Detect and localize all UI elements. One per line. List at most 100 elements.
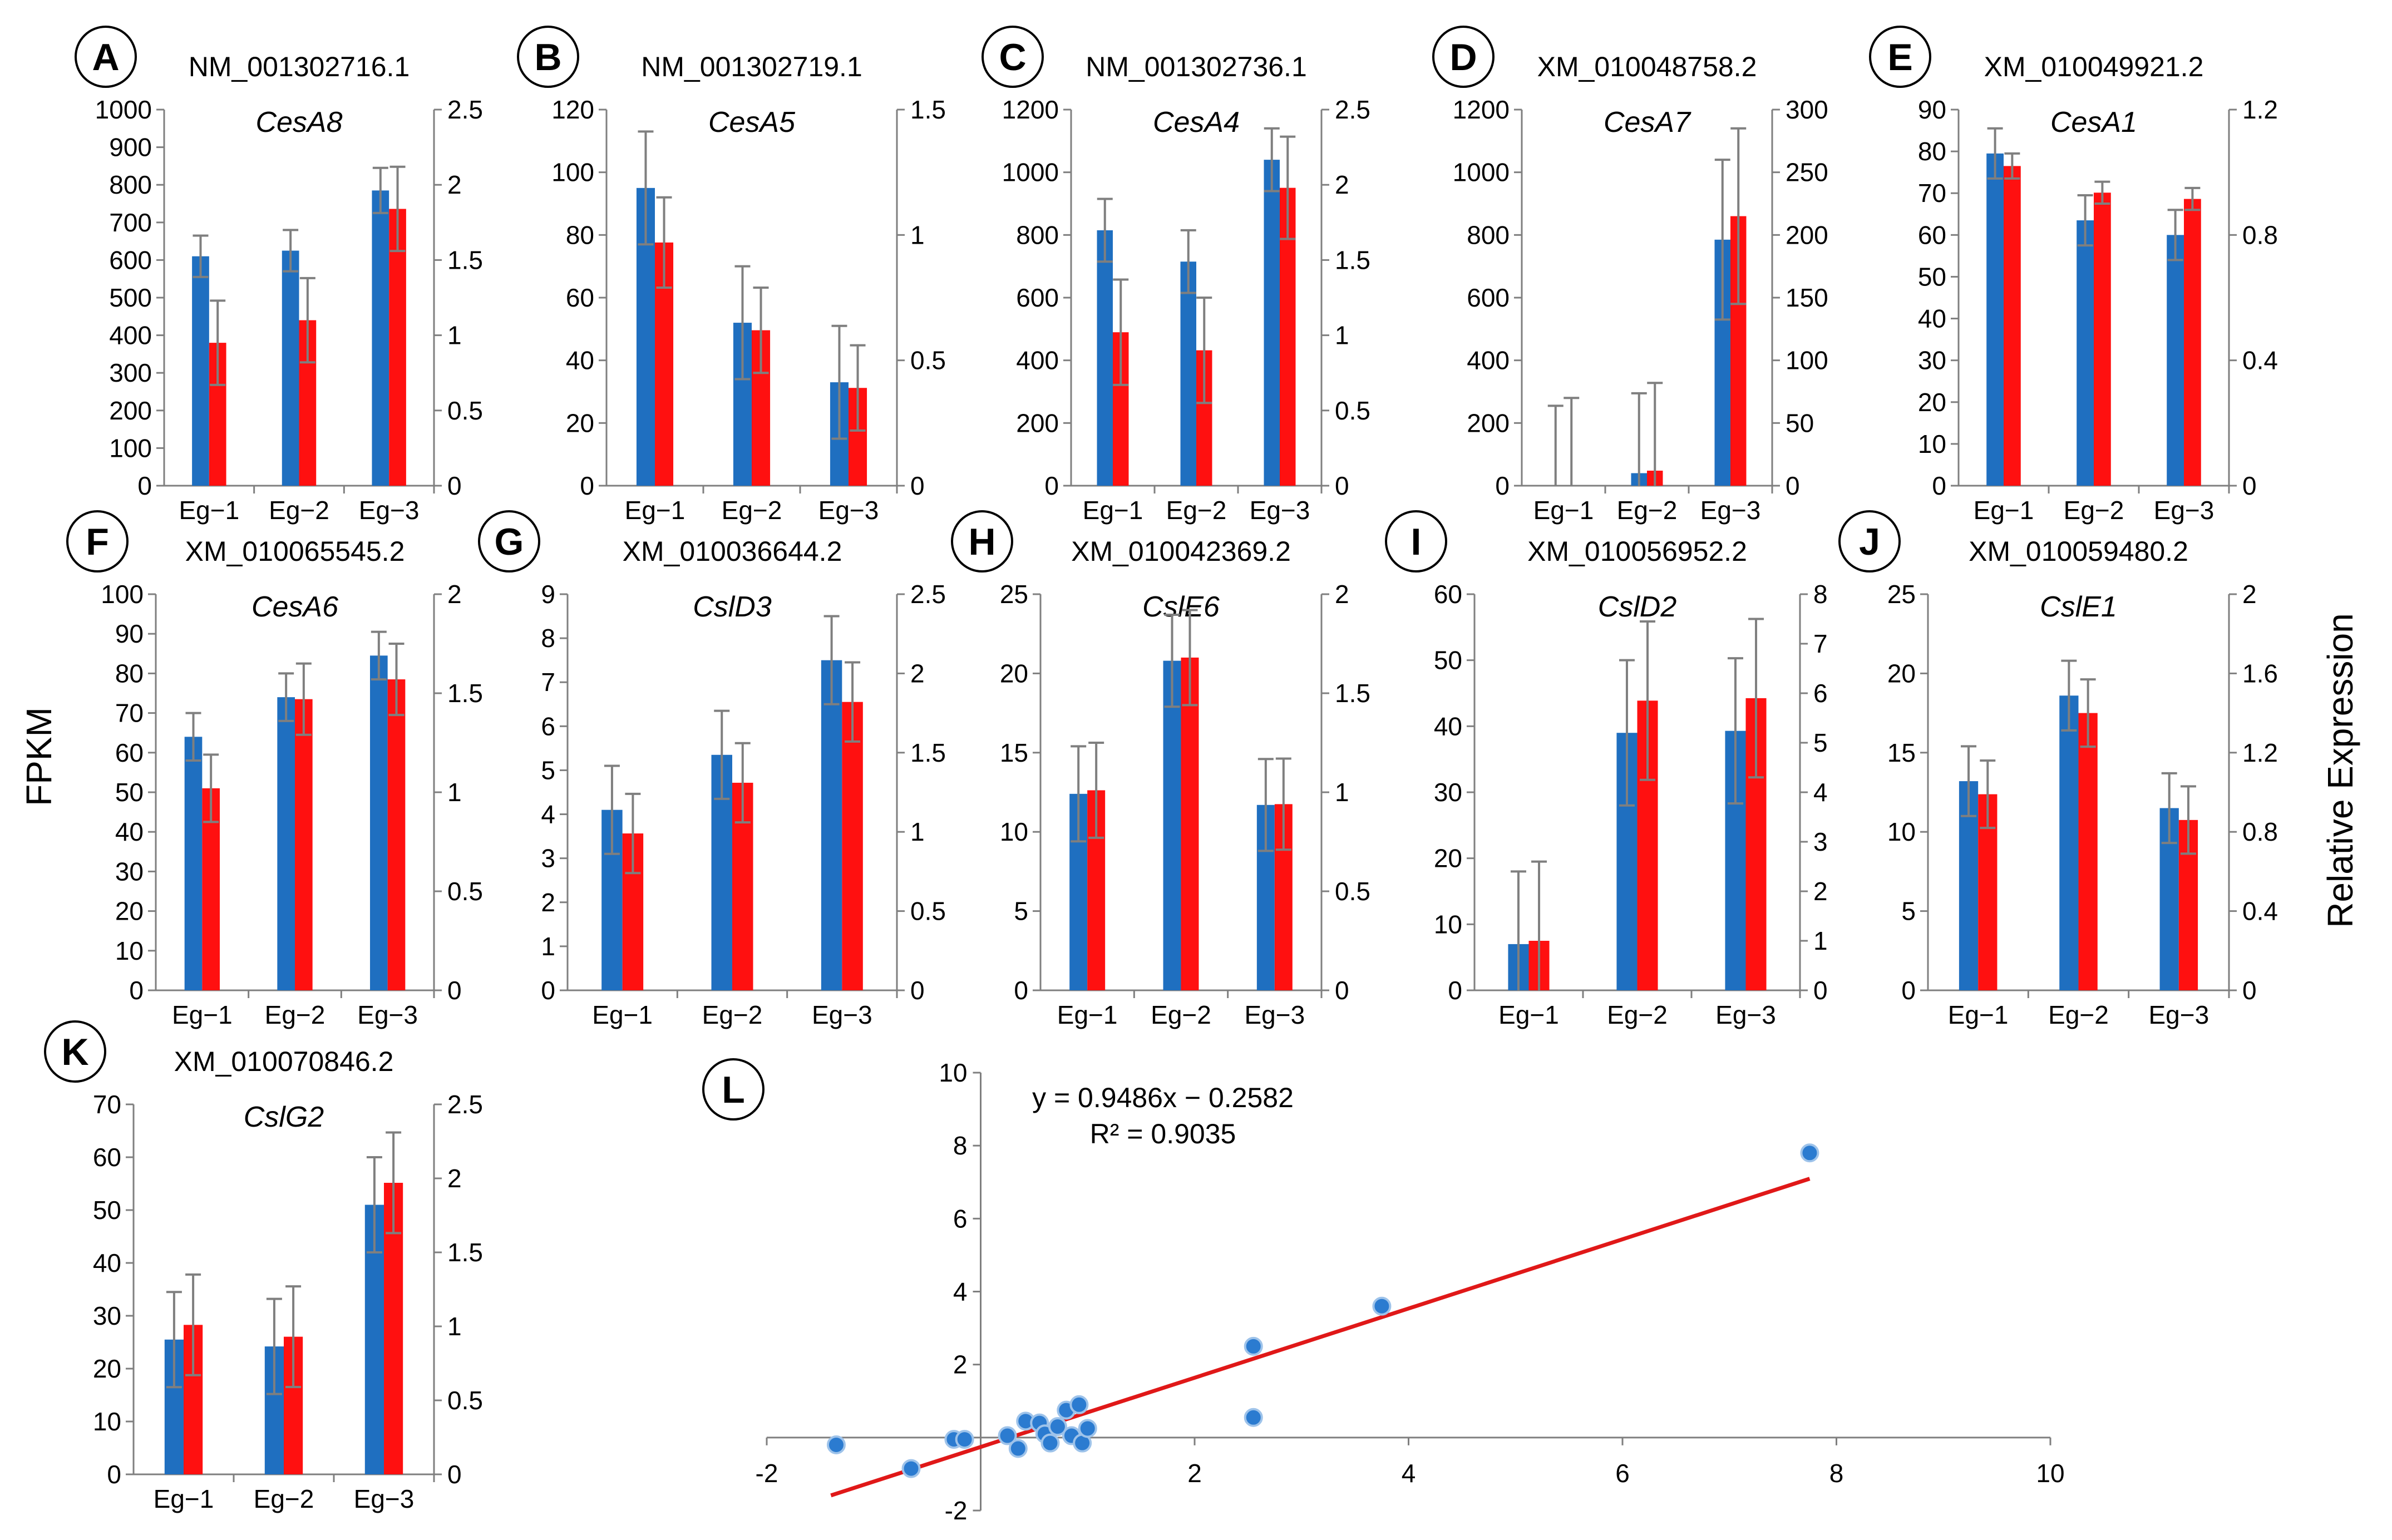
fpkm-bar <box>192 256 209 486</box>
right-tick-label: 0 <box>1813 976 1828 1005</box>
right-tick-label: 0.4 <box>2242 897 2278 926</box>
panel-letter: D <box>1449 36 1477 78</box>
scatter-point <box>1040 1433 1060 1453</box>
x-tick-label: Eg−2 <box>722 496 782 525</box>
panel-letter: J <box>1859 521 1880 563</box>
scatter-y-tick-label: -2 <box>945 1496 968 1525</box>
panel-accession: XM_010056952.2 <box>1527 536 1747 567</box>
left-tick-label: 1000 <box>95 95 152 124</box>
left-tick-label: 10 <box>1000 817 1028 846</box>
right-tick-label: 2 <box>2242 580 2257 609</box>
scatter-point <box>1800 1143 1819 1163</box>
left-tick-label: 8 <box>541 624 555 653</box>
panel-i: I XM_010056952.2 CslD2 0 10 20 30 40 50 60 0 1 2 3 4 5 6… <box>1385 510 1828 1029</box>
right-tick-label: 6 <box>1813 679 1828 708</box>
fpkm-bar <box>184 737 203 990</box>
x-tick-label: Eg−2 <box>265 1000 325 1029</box>
right-tick-label: 0.8 <box>2242 817 2278 846</box>
panel-gene-name: CesA4 <box>1153 106 1240 139</box>
x-tick-label: Eg−3 <box>1250 496 1310 525</box>
panel-label-circle <box>1432 26 1495 88</box>
right-tick-label: 1.6 <box>2242 659 2278 688</box>
panel-label-circle <box>1869 26 1931 88</box>
left-tick-label: 600 <box>1467 283 1510 312</box>
x-tick-label: Eg−3 <box>1715 1000 1776 1029</box>
left-tick-label: 40 <box>566 346 594 375</box>
panel-gene-name: CesA6 <box>251 591 338 623</box>
left-tick-label: 20 <box>1434 844 1462 873</box>
panel-label-circle <box>517 26 579 88</box>
panel-a: A NM_001302716.1 CesA8 0 100 200 300 400 500 600 7… <box>75 26 483 525</box>
regression-equation: y = 0.9486x − 0.2582 <box>1032 1082 1294 1113</box>
regression-r-squared: R² = 0.9035 <box>1090 1118 1236 1149</box>
panel-letter: E <box>1887 36 1912 78</box>
left-tick-label: 60 <box>1918 220 1946 249</box>
x-tick-label: Eg−2 <box>1607 1000 1668 1029</box>
x-tick-label: Eg−1 <box>1498 1000 1559 1029</box>
scatter-point <box>826 1435 846 1454</box>
right-tick-label: 1 <box>447 778 462 807</box>
scatter-x-tick-label: 8 <box>1829 1459 1844 1488</box>
panel-letter: G <box>495 521 524 563</box>
left-tick-label: 400 <box>1467 346 1510 375</box>
right-tick-label: 0.5 <box>910 346 946 375</box>
left-tick-label: 50 <box>1434 646 1462 675</box>
left-tick-label: 500 <box>109 283 152 312</box>
relative-expression-bar <box>842 702 863 990</box>
scatter-point <box>955 1430 974 1449</box>
right-tick-label: 1 <box>1335 778 1349 807</box>
left-tick-label: 20 <box>1887 659 1916 688</box>
panel-accession: XM_010048758.2 <box>1537 51 1757 82</box>
left-tick-label: 800 <box>1467 220 1510 249</box>
left-tick-label: 0 <box>129 976 144 1005</box>
fpkm-bar <box>1986 153 2004 486</box>
x-tick-label: Eg−2 <box>2048 1000 2109 1029</box>
panel-label-circle <box>75 26 137 88</box>
right-tick-label: 300 <box>1786 95 1828 124</box>
left-tick-label: 80 <box>115 659 144 688</box>
right-tick-label: 4 <box>1813 778 1828 807</box>
left-tick-label: 200 <box>1467 408 1510 437</box>
right-tick-label: 2.5 <box>910 580 946 609</box>
left-tick-label: 40 <box>1918 304 1946 333</box>
left-tick-label: 5 <box>541 756 555 784</box>
scatter-x-tick-label: 4 <box>1402 1459 1416 1488</box>
x-tick-label: Eg−3 <box>812 1000 872 1029</box>
right-tick-label: 50 <box>1786 408 1814 437</box>
left-tick-label: 0 <box>137 471 152 500</box>
scatter-point <box>901 1459 921 1478</box>
left-tick-label: 60 <box>93 1143 121 1172</box>
panel-gene-name: CslD3 <box>693 591 772 623</box>
x-tick-label: Eg−1 <box>179 496 239 525</box>
panel-g: G XM_010036644.2 CslD3 0 1 2 3 4 5 6 7 8 9 0 0.5 1 1.5 2 2… <box>478 510 946 1029</box>
panel-label-circle <box>1385 510 1447 572</box>
relative-expression-bar <box>295 699 313 990</box>
right-tick-label: 0 <box>447 1460 462 1489</box>
left-tick-label: 0 <box>1044 471 1059 500</box>
left-tick-label: 20 <box>566 408 594 437</box>
panel-accession: XM_010070846.2 <box>174 1046 394 1077</box>
right-tick-label: 2 <box>1335 580 1349 609</box>
left-tick-label: 15 <box>1887 738 1916 767</box>
x-tick-label: Eg−1 <box>1083 496 1143 525</box>
right-tick-label: 1.5 <box>447 1238 483 1267</box>
panel-gene-name: CslD2 <box>1598 591 1677 623</box>
panel-letter: H <box>968 521 995 563</box>
right-tick-label: 1 <box>910 817 925 846</box>
left-tick-label: 600 <box>109 245 152 274</box>
panel-gene-name: CslG2 <box>244 1101 324 1133</box>
panel-accession: NM_001302736.1 <box>1086 51 1307 82</box>
scatter-point <box>1244 1336 1263 1356</box>
left-tick-label: 70 <box>115 699 144 728</box>
right-tick-label: 1 <box>447 321 462 350</box>
left-tick-label: 30 <box>1918 346 1946 375</box>
right-tick-label: 0.8 <box>2242 220 2278 249</box>
left-tick-label: 0 <box>1901 976 1916 1005</box>
x-tick-label: Eg−3 <box>2148 1000 2209 1029</box>
panel-gene-name: CesA1 <box>2050 106 2137 139</box>
fpkm-bar <box>370 655 388 990</box>
left-tick-label: 2 <box>541 888 555 917</box>
panel-letter: K <box>61 1031 88 1073</box>
right-tick-label: 150 <box>1786 283 1828 312</box>
panel-letter: F <box>86 521 109 563</box>
